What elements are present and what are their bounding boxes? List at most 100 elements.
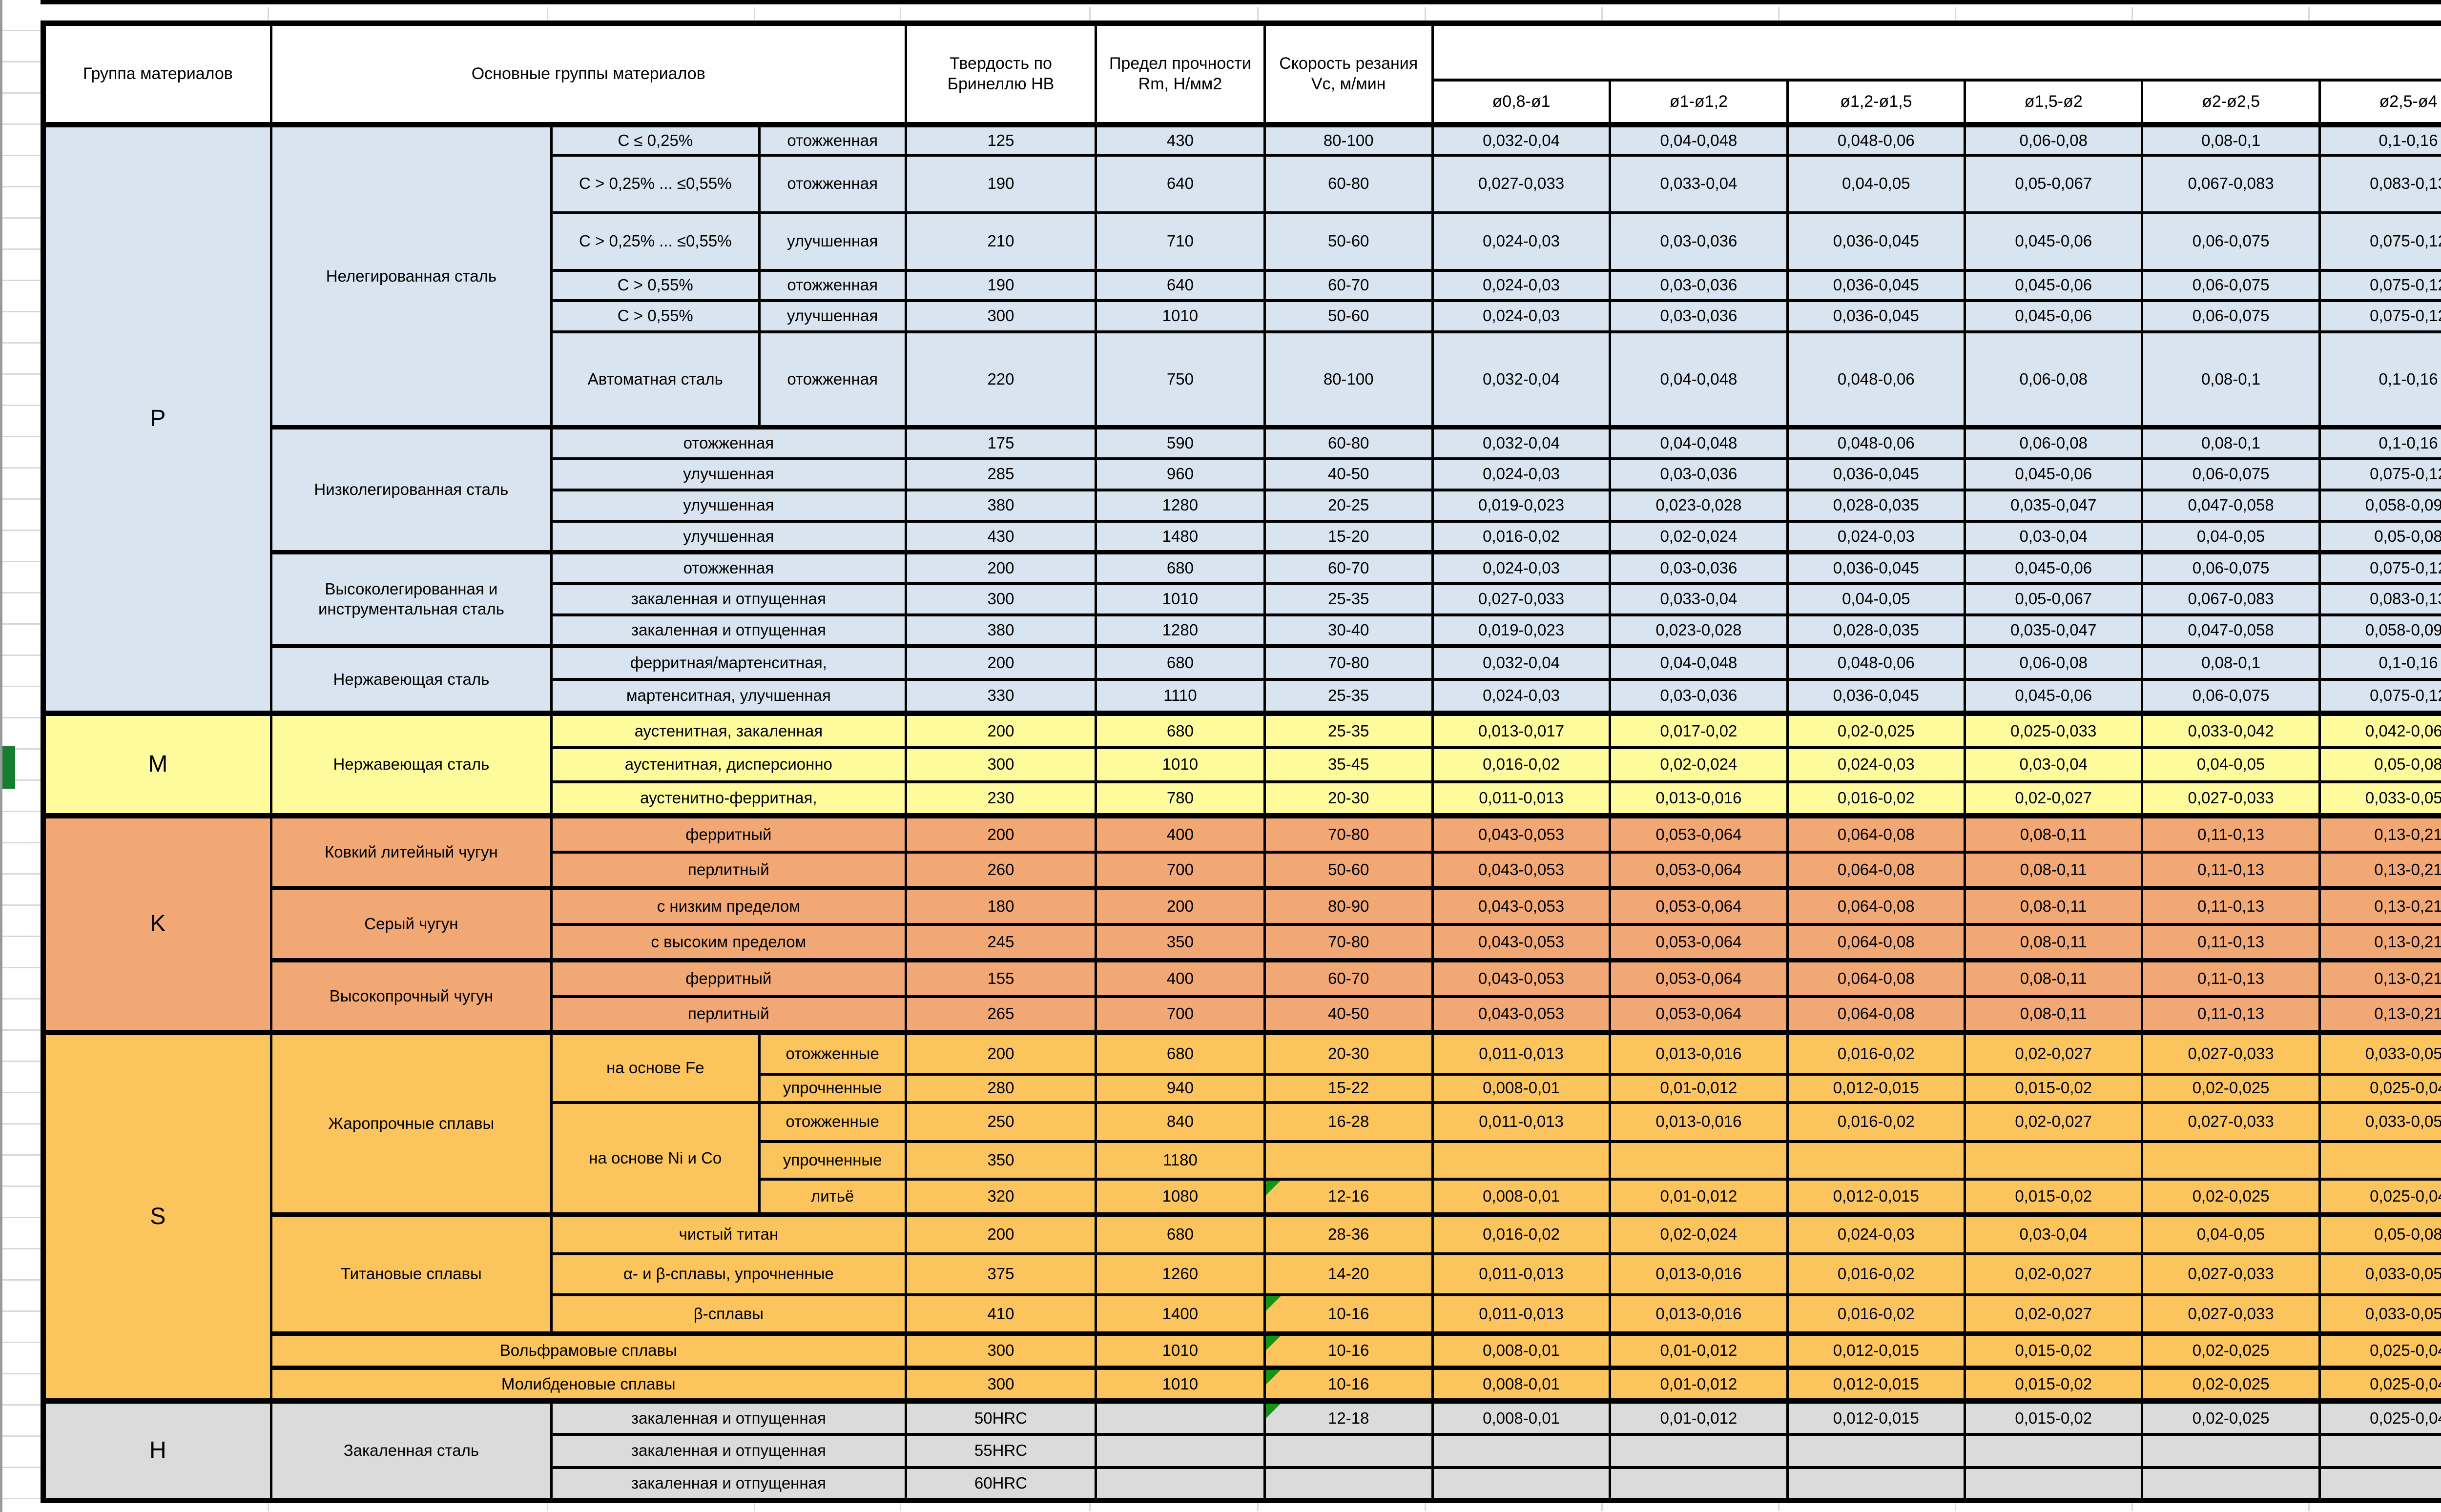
sub-group-cell[interactable]: упрочненные <box>758 1072 907 1104</box>
feed-cell[interactable]: 0,11-0,13 <box>2141 886 2321 926</box>
feed-cell[interactable]: 0,032-0,04 <box>1431 425 1612 460</box>
feed-cell[interactable]: 0,08-0,11 <box>1964 886 2144 926</box>
feed-cell[interactable]: 0,024-0,03 <box>1431 299 1612 333</box>
sub-group-cell[interactable]: на основе Fe <box>550 1030 761 1104</box>
speed-cell[interactable]: 60-70 <box>1263 958 1434 998</box>
material-cell[interactable]: Низколегированная сталь <box>269 425 553 554</box>
feed-cell-empty[interactable] <box>2318 1466 2441 1502</box>
feed-cell-empty[interactable] <box>1964 1140 2144 1181</box>
feed-cell[interactable]: 0,04-0,048 <box>1609 425 1789 460</box>
strength-cell[interactable]: 200 <box>1095 886 1266 926</box>
speed-cell[interactable]: 50-60 <box>1263 299 1434 333</box>
feed-cell[interactable]: 0,03-0,036 <box>1609 677 1789 715</box>
feed-cell[interactable]: 0,024-0,03 <box>1431 550 1612 585</box>
feed-cell[interactable]: 0,075-0,12 <box>2318 457 2441 491</box>
feed-cell[interactable]: 0,11-0,13 <box>2141 922 2321 962</box>
strength-cell[interactable]: 430 <box>1095 122 1266 157</box>
feed-cell[interactable]: 0,03-0,04 <box>1964 1212 2144 1255</box>
material-cell[interactable]: Титановые сплавы <box>269 1212 553 1335</box>
feed-cell[interactable]: 0,023-0,028 <box>1609 613 1789 648</box>
strength-cell[interactable]: 350 <box>1095 922 1266 962</box>
strength-cell[interactable]: 1180 <box>1095 1140 1266 1181</box>
speed-cell[interactable]: 60-70 <box>1263 550 1434 585</box>
feed-cell[interactable]: 0,033-0,04 <box>1609 582 1789 616</box>
hardness-cell[interactable]: 190 <box>904 268 1097 302</box>
feed-cell[interactable]: 0,013-0,016 <box>1609 1101 1789 1143</box>
material-cell[interactable]: Жаропрочные сплавы <box>269 1030 553 1216</box>
feed-cell[interactable]: 0,036-0,045 <box>1786 268 1966 302</box>
speed-cell[interactable]: 25-35 <box>1263 677 1434 715</box>
sub-group-cell[interactable]: литьё <box>758 1177 907 1216</box>
strength-cell[interactable]: 960 <box>1095 457 1266 491</box>
speed-cell[interactable]: 80-100 <box>1263 122 1434 157</box>
header-diameter-3[interactable]: ø1,2-ø1,5 <box>1786 78 1966 127</box>
feed-cell[interactable]: 0,01-0,012 <box>1609 1398 1789 1436</box>
sub-group-cell[interactable]: перлитный <box>550 850 907 890</box>
speed-cell[interactable]: 14-20 <box>1263 1252 1434 1296</box>
feed-cell[interactable]: 0,036-0,045 <box>1786 299 1966 333</box>
feed-cell[interactable]: 0,036-0,045 <box>1786 550 1966 585</box>
hardness-cell[interactable]: 320 <box>904 1177 1097 1216</box>
speed-cell[interactable]: 70-80 <box>1263 813 1434 854</box>
feed-cell[interactable]: 0,027-0,033 <box>2141 1293 2321 1335</box>
feed-cell[interactable]: 0,016-0,02 <box>1431 1212 1612 1255</box>
feed-cell[interactable]: 0,011-0,013 <box>1431 1252 1612 1296</box>
speed-cell[interactable]: 80-100 <box>1263 330 1434 429</box>
speed-cell[interactable]: 70-80 <box>1263 644 1434 681</box>
feed-cell[interactable]: 0,035-0,047 <box>1964 488 2144 523</box>
feed-cell[interactable]: 0,03-0,036 <box>1609 211 1789 272</box>
hardness-cell[interactable]: 245 <box>904 922 1097 962</box>
hardness-cell[interactable]: 200 <box>904 711 1097 749</box>
feed-cell[interactable]: 0,025-0,033 <box>1964 711 2144 749</box>
feed-cell[interactable]: 0,008-0,01 <box>1431 1331 1612 1369</box>
feed-cell[interactable]: 0,016-0,02 <box>1786 1252 1966 1296</box>
speed-cell[interactable]: 15-22 <box>1263 1072 1434 1104</box>
feed-cell[interactable]: 0,016-0,02 <box>1431 519 1612 554</box>
feed-cell[interactable]: 0,024-0,03 <box>1431 677 1612 715</box>
feed-cell[interactable]: 0,02-0,025 <box>2141 1331 2321 1369</box>
feed-cell[interactable]: 0,075-0,12 <box>2318 268 2441 302</box>
sub-group-cell[interactable]: улучшенная <box>550 457 907 491</box>
feed-cell[interactable]: 0,11-0,13 <box>2141 850 2321 890</box>
feed-cell[interactable]: 0,06-0,08 <box>1964 425 2144 460</box>
feed-cell[interactable]: 0,03-0,036 <box>1609 457 1789 491</box>
hardness-cell[interactable]: 230 <box>904 780 1097 817</box>
feed-cell[interactable]: 0,083-0,13 <box>2318 582 2441 616</box>
strength-cell[interactable]: 1400 <box>1095 1293 1266 1335</box>
group-letter-cell-k[interactable]: K <box>42 813 272 1034</box>
feed-cell[interactable]: 0,02-0,024 <box>1609 519 1789 554</box>
feed-cell-empty[interactable] <box>2141 1140 2321 1181</box>
feed-cell[interactable]: 0,075-0,12 <box>2318 211 2441 272</box>
feed-cell[interactable]: 0,08-0,1 <box>2141 122 2321 157</box>
material-cell[interactable]: Молибденовые сплавы <box>269 1366 907 1403</box>
speed-cell[interactable]: 16-28 <box>1263 1101 1434 1143</box>
feed-cell[interactable]: 0,016-0,02 <box>1431 746 1612 783</box>
hardness-cell[interactable]: 380 <box>904 488 1097 523</box>
feed-cell[interactable]: 0,11-0,13 <box>2141 958 2321 998</box>
strength-cell[interactable]: 780 <box>1095 780 1266 817</box>
feed-cell[interactable]: 0,02-0,025 <box>2141 1072 2321 1104</box>
feed-cell[interactable]: 0,02-0,027 <box>1964 780 2144 817</box>
speed-cell[interactable]: 20-25 <box>1263 488 1434 523</box>
sub-group-cell[interactable]: отожженная <box>758 153 907 214</box>
hardness-cell[interactable]: 200 <box>904 1030 1097 1076</box>
strength-cell[interactable]: 680 <box>1095 1212 1266 1255</box>
feed-cell[interactable]: 0,013-0,016 <box>1609 1252 1789 1296</box>
sub-group-cell[interactable]: чистый титан <box>550 1212 907 1255</box>
feed-cell[interactable]: 0,08-0,1 <box>2141 644 2321 681</box>
speed-cell[interactable] <box>1263 1432 1434 1469</box>
feed-cell[interactable]: 0,075-0,12 <box>2318 677 2441 715</box>
hardness-cell[interactable]: 300 <box>904 746 1097 783</box>
sub-group-cell[interactable]: β-сплавы <box>550 1293 907 1335</box>
sub-group-cell[interactable]: улучшенная <box>758 299 907 333</box>
hardness-cell[interactable]: 190 <box>904 153 1097 214</box>
feed-cell-empty[interactable] <box>2318 1432 2441 1469</box>
feed-cell[interactable]: 0,019-0,023 <box>1431 613 1612 648</box>
feed-cell[interactable]: 0,033-0,053 <box>2318 780 2441 817</box>
hardness-cell[interactable]: 220 <box>904 330 1097 429</box>
speed-cell[interactable]: 20-30 <box>1263 1030 1434 1076</box>
feed-cell[interactable]: 0,06-0,075 <box>2141 457 2321 491</box>
feed-cell[interactable]: 0,016-0,02 <box>1786 1293 1966 1335</box>
feed-cell[interactable]: 0,075-0,12 <box>2318 299 2441 333</box>
feed-cell[interactable]: 0,13-0,21 <box>2318 813 2441 854</box>
